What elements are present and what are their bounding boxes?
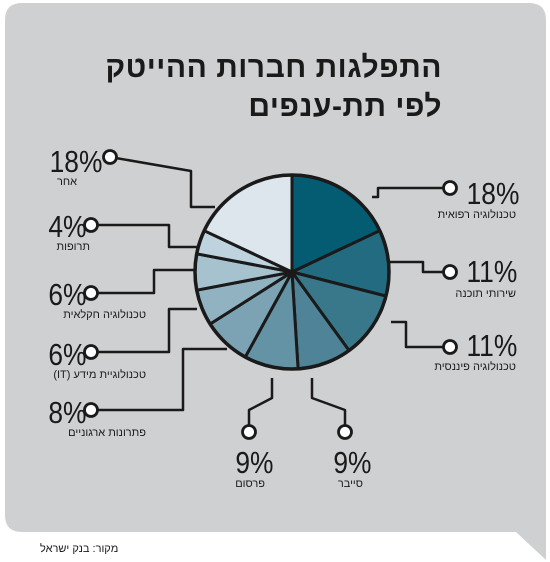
label-name-pharma: תרופות — [56, 241, 91, 253]
label-pct-advertising: 9% — [235, 445, 274, 480]
label-pct-software-services: 11% — [466, 254, 518, 289]
connector-lines — [98, 155, 443, 425]
marker-dot-fintech — [442, 339, 458, 355]
pie-slices — [193, 173, 391, 371]
connector-line-enterprise — [98, 347, 227, 412]
label-name-other: אחר — [56, 176, 77, 188]
marker-dot-software-services — [442, 264, 458, 280]
marker-dot-it — [83, 344, 99, 360]
connector-line-agritech — [98, 268, 194, 295]
label-name-agritech: טכנולוגיה חקלאית — [63, 309, 146, 321]
label-pct-agritech: 6% — [48, 277, 87, 312]
label-name-advertising: פרסום — [235, 478, 265, 490]
label-name-medtech: טכנולוגיה רפואית — [437, 209, 516, 221]
label-pct-pharma: 4% — [48, 209, 87, 244]
source-note: מקור: בנק ישראל — [40, 543, 119, 555]
connector-line-advertising — [247, 378, 274, 425]
connector-line-software-services — [389, 260, 443, 274]
label-name-enterprise: פתרונות ארגוניים — [68, 427, 146, 439]
connector-line-cyber — [310, 378, 347, 425]
chart-title-line1: התפלגות חברות ההייטק — [105, 51, 442, 84]
pie-outline — [193, 173, 391, 371]
marker-dot-cyber — [337, 424, 353, 440]
marker-dot-enterprise — [83, 402, 99, 418]
marker-dot-medtech — [442, 180, 458, 196]
label-pct-fintech: 11% — [466, 328, 518, 363]
connector-line-medtech — [372, 186, 443, 199]
label-name-software-services: שירותי תוכנה — [455, 288, 516, 300]
marker-dot-advertising — [241, 424, 257, 440]
label-pct-cyber: 9% — [333, 445, 372, 480]
label-pct-other: 18% — [49, 144, 103, 179]
connector-line-fintech — [391, 320, 443, 349]
chart-title-line2: לפי תת-ענפים — [248, 90, 442, 123]
connector-line-it — [98, 307, 197, 354]
marker-dot-pharma — [83, 217, 99, 233]
label-pct-enterprise: 8% — [48, 395, 87, 430]
connector-line-other — [109, 155, 215, 209]
label-name-cyber: סייבר — [337, 478, 363, 490]
label-pct-medtech: 18% — [466, 176, 520, 211]
label-pct-it: 6% — [48, 337, 87, 372]
connector-markers — [83, 149, 458, 440]
label-name-it: טכנולוגיית מידע (IT) — [53, 369, 146, 381]
label-name-fintech: טכנולוגיה פיננסית — [434, 361, 516, 373]
connector-line-pharma — [98, 223, 198, 249]
marker-dot-agritech — [83, 285, 99, 301]
marker-dot-other — [102, 149, 118, 165]
